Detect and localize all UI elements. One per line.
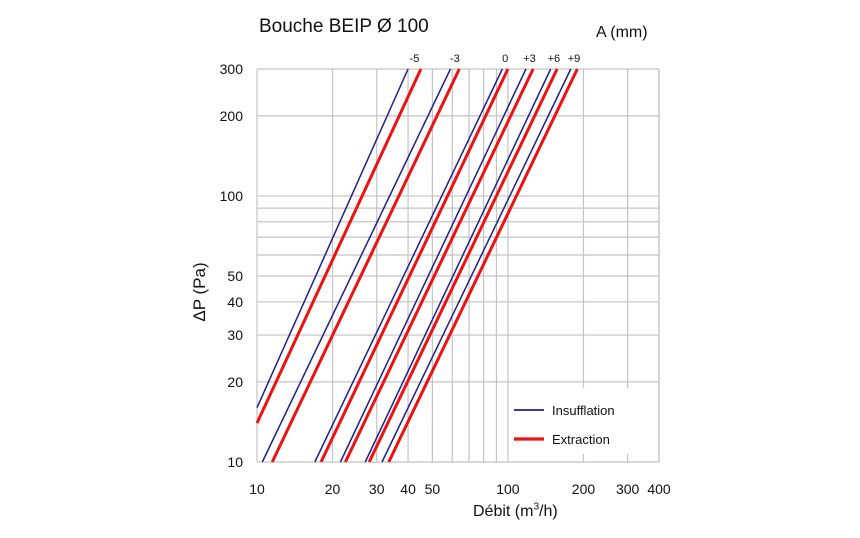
y-tick-label: 200 bbox=[220, 108, 244, 124]
x-tick-label: 300 bbox=[616, 481, 640, 497]
x-axis-label-suffix: /h) bbox=[539, 503, 558, 520]
extraction-line bbox=[367, 68, 559, 463]
x-tick-label: 30 bbox=[369, 481, 385, 497]
x-axis-label-prefix: Débit (m bbox=[473, 503, 534, 520]
x-tick-label: 200 bbox=[572, 481, 596, 497]
x-tick-label: 50 bbox=[425, 481, 441, 497]
x-tick-label: 10 bbox=[249, 481, 265, 497]
x-tick-label: 40 bbox=[400, 481, 416, 497]
extraction-line bbox=[255, 68, 423, 424]
x-axis-label: Débit (m3/h) bbox=[473, 501, 558, 521]
y-tick-label: 40 bbox=[227, 294, 243, 310]
extraction-line bbox=[319, 68, 510, 463]
y-tick-label: 300 bbox=[220, 61, 244, 77]
y-tick-label: 10 bbox=[227, 454, 243, 470]
insufflation-line bbox=[339, 68, 527, 463]
extraction-line bbox=[270, 68, 461, 463]
legend-extraction-label: Extraction bbox=[552, 432, 610, 447]
curve-group-label: A (mm) bbox=[596, 24, 648, 41]
x-tick-label: 20 bbox=[325, 481, 341, 497]
y-tick-label: 50 bbox=[227, 268, 243, 284]
curve-label: -5 bbox=[410, 53, 420, 65]
curve-label: +6 bbox=[548, 53, 561, 65]
legend-box bbox=[510, 388, 650, 454]
y-tick-label: 20 bbox=[227, 374, 243, 390]
extraction-line bbox=[344, 68, 535, 463]
insufflation-line bbox=[381, 68, 572, 463]
insufflation-line bbox=[314, 68, 504, 463]
x-tick-label: 100 bbox=[496, 481, 520, 497]
curve-label: +3 bbox=[523, 53, 536, 65]
curve-label: -3 bbox=[450, 53, 460, 65]
chart-title: Bouche BEIP Ø 100 bbox=[259, 16, 429, 37]
curve-label: 0 bbox=[502, 53, 508, 65]
x-tick-label: 400 bbox=[647, 481, 671, 497]
insufflation-line bbox=[364, 68, 552, 463]
y-tick-label: 30 bbox=[227, 327, 243, 343]
y-tick-label: 100 bbox=[220, 188, 244, 204]
insufflation-line bbox=[256, 68, 409, 408]
extraction-line bbox=[387, 68, 579, 463]
x-axis-label-exponent: 3 bbox=[533, 501, 540, 513]
curve-label: +9 bbox=[568, 53, 581, 65]
legend-insufflation-label: Insufflation bbox=[552, 403, 615, 418]
insufflation-line bbox=[261, 68, 452, 463]
